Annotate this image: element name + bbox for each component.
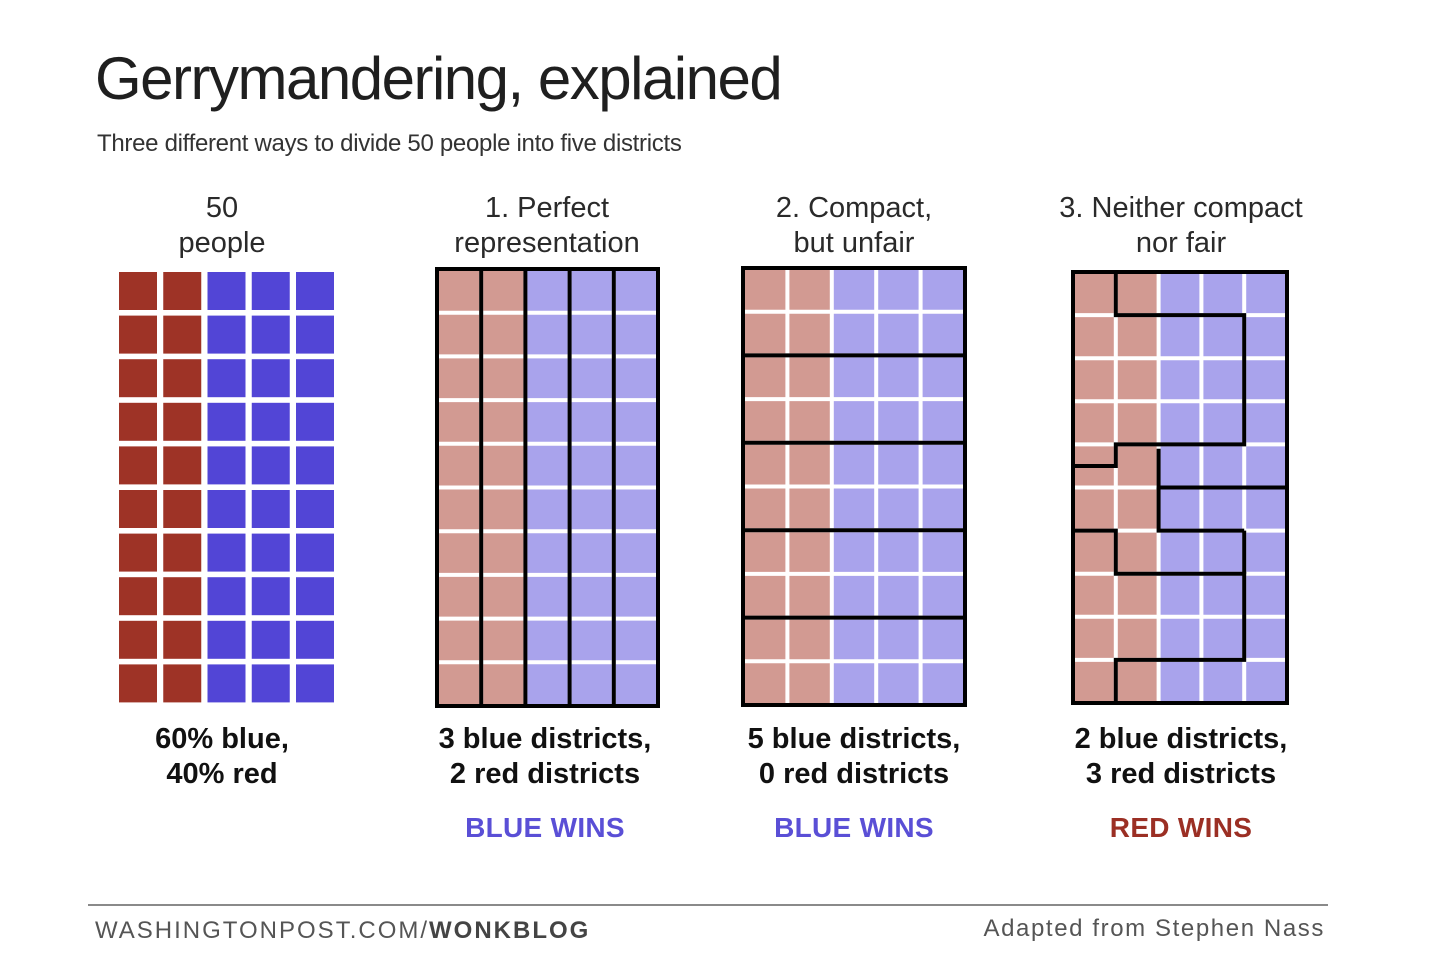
blue-person: [296, 272, 334, 310]
panel-heading-perfect: 1. Perfect representation: [377, 191, 717, 261]
blue-person: [251, 664, 290, 703]
blue-person: [251, 577, 290, 616]
red-person: [119, 664, 157, 703]
result-perfect: 3 blue districts, 2 red districts: [375, 722, 715, 792]
panel-heading-line: 1. Perfect: [484, 192, 610, 224]
blue-person: [207, 620, 246, 659]
red-person: [119, 402, 157, 441]
footer-source-bold: WONKBLOG: [429, 917, 591, 944]
blue-person: [207, 272, 246, 310]
blue-person: [207, 402, 246, 441]
result-line: 0 red districts: [758, 758, 950, 790]
panel-heading-population: 50 people: [52, 191, 392, 261]
red-person: [119, 315, 157, 354]
result-line: 3 blue districts,: [438, 723, 652, 755]
blue-person: [251, 620, 290, 659]
red-person: [163, 533, 202, 572]
blue-person: [296, 446, 334, 485]
neither-compact-nor-fair-grid: [1071, 270, 1289, 705]
verdict-compact: BLUE WINS: [774, 812, 934, 843]
blue-person: [251, 446, 290, 485]
red-person: [163, 359, 202, 398]
blue-person: [251, 533, 290, 572]
district-outer-border: [741, 266, 967, 707]
blue-person: [251, 272, 290, 310]
blue-person: [296, 402, 334, 441]
page-subtitle: Three different ways to divide 50 people…: [97, 130, 682, 157]
result-line: 3 red districts: [1085, 758, 1277, 790]
blue-person: [251, 490, 290, 528]
blue-person: [296, 359, 334, 398]
result-population: 60% blue, 40% red: [52, 722, 392, 792]
footer-divider: [88, 904, 1328, 906]
red-person: [119, 446, 157, 485]
result-neither: 2 blue districts, 3 red districts: [1011, 722, 1351, 792]
red-person: [119, 533, 157, 572]
blue-person: [207, 359, 246, 398]
district-outer-border: [1071, 270, 1289, 705]
blue-person: [207, 490, 246, 528]
blue-person: [251, 402, 290, 441]
blue-person: [296, 315, 334, 354]
verdict-perfect: BLUE WINS: [465, 812, 625, 843]
panel-heading-line: 3. Neither compact: [1059, 192, 1303, 224]
blue-person: [251, 315, 290, 354]
panel-heading-compact: 2. Compact, but unfair: [684, 191, 1024, 261]
district-boundary: [1156, 487, 1245, 533]
red-person: [163, 402, 202, 441]
perfect-representation-grid: [435, 267, 660, 708]
result-line: 2 red districts: [449, 758, 641, 790]
blue-person: [296, 577, 334, 616]
blue-person: [207, 664, 246, 703]
red-person: [119, 272, 157, 310]
red-person: [163, 490, 202, 528]
blue-person: [207, 533, 246, 572]
blue-person: [296, 620, 334, 659]
red-person: [163, 446, 202, 485]
red-person: [163, 664, 202, 703]
panel-heading-line: nor fair: [1135, 227, 1227, 259]
footer-source-prefix: WASHINGTONPOST.COM/: [95, 917, 430, 944]
result-line: 60% blue,: [155, 723, 289, 755]
population-grid: [119, 272, 334, 703]
district-boundary: [1073, 272, 1247, 468]
district-outer-border: [435, 267, 660, 708]
red-person: [119, 620, 157, 659]
result-line: 2 blue districts,: [1074, 723, 1288, 755]
red-person: [119, 577, 157, 616]
blue-person: [296, 490, 334, 528]
blue-person: [296, 533, 334, 572]
result-line: 5 blue districts,: [747, 723, 961, 755]
footer-source[interactable]: WASHINGTONPOST.COM/WONKBLOG: [95, 917, 590, 945]
red-person: [163, 272, 202, 310]
blue-person: [207, 446, 246, 485]
red-person: [163, 315, 202, 354]
result-compact: 5 blue districts, 0 red districts: [684, 722, 1024, 792]
red-person: [163, 577, 202, 616]
panel-heading-line: 50: [205, 192, 239, 224]
blue-person: [251, 359, 290, 398]
panel-heading-line: 2. Compact,: [775, 192, 933, 224]
panel-heading-line: but unfair: [793, 227, 915, 259]
blue-person: [207, 577, 246, 616]
blue-person: [296, 664, 334, 703]
result-line: 40% red: [166, 758, 278, 790]
panel-heading-line: representation: [454, 227, 640, 259]
compact-unfair-grid: [741, 266, 967, 707]
panel-heading-line: people: [178, 227, 266, 259]
page-title: Gerrymandering, explained: [95, 45, 783, 112]
red-person: [119, 359, 157, 398]
red-person: [119, 490, 157, 528]
panel-heading-neither: 3. Neither compact nor fair: [1011, 191, 1351, 261]
verdict-neither: RED WINS: [1109, 812, 1253, 843]
red-person: [163, 620, 202, 659]
blue-person: [207, 315, 246, 354]
footer-credit: Adapted from Stephen Nass: [983, 915, 1325, 942]
